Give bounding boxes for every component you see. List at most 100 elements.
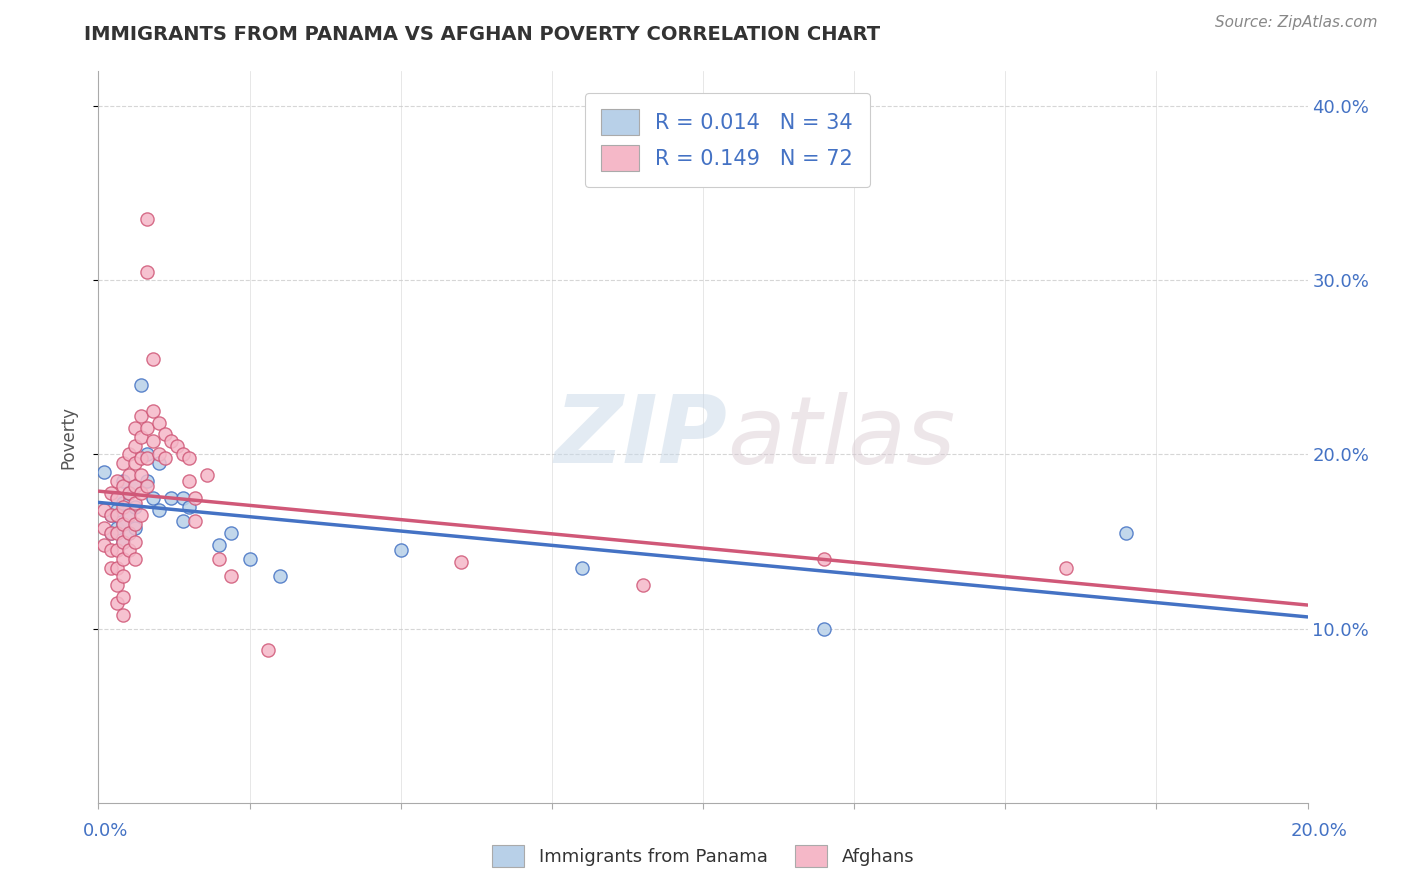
- Point: [111, 456, 134, 470]
- Point: [118, 485, 141, 500]
- Point: [124, 552, 146, 566]
- Point: [124, 534, 146, 549]
- Point: [135, 450, 157, 465]
- Point: [105, 578, 128, 592]
- Text: Source: ZipAtlas.com: Source: ZipAtlas.com: [1215, 15, 1378, 29]
- Point: [100, 525, 122, 540]
- Point: [142, 351, 165, 366]
- Point: [172, 491, 194, 505]
- Point: [111, 569, 134, 583]
- Point: [118, 543, 141, 558]
- Text: 20.0%: 20.0%: [1291, 822, 1347, 839]
- Point: [148, 448, 170, 462]
- Point: [135, 448, 157, 462]
- Point: [221, 569, 243, 583]
- Point: [129, 430, 152, 444]
- Legend: Immigrants from Panama, Afghans: Immigrants from Panama, Afghans: [482, 836, 924, 876]
- Point: [179, 474, 201, 488]
- Point: [631, 578, 654, 592]
- Point: [129, 450, 152, 465]
- Text: IMMIGRANTS FROM PANAMA VS AFGHAN POVERTY CORRELATION CHART: IMMIGRANTS FROM PANAMA VS AFGHAN POVERTY…: [84, 25, 880, 44]
- Point: [111, 534, 134, 549]
- Point: [93, 503, 115, 517]
- Point: [124, 496, 146, 510]
- Point: [153, 426, 176, 441]
- Point: [111, 500, 134, 514]
- Point: [111, 496, 134, 510]
- Point: [111, 517, 134, 532]
- Point: [1054, 560, 1077, 574]
- Point: [813, 622, 835, 636]
- Point: [118, 508, 141, 523]
- Point: [124, 521, 146, 535]
- Point: [111, 552, 134, 566]
- Point: [105, 503, 128, 517]
- Point: [105, 525, 128, 540]
- Point: [129, 377, 152, 392]
- Point: [100, 543, 122, 558]
- Point: [135, 474, 157, 488]
- Point: [100, 485, 122, 500]
- Point: [105, 543, 128, 558]
- Point: [135, 421, 157, 435]
- Point: [184, 491, 207, 505]
- Point: [148, 416, 170, 430]
- Point: [142, 404, 165, 418]
- Text: 0.0%: 0.0%: [83, 822, 128, 839]
- Point: [148, 456, 170, 470]
- Point: [269, 569, 291, 583]
- Point: [160, 491, 183, 505]
- Point: [124, 421, 146, 435]
- Point: [148, 503, 170, 517]
- Point: [111, 591, 134, 605]
- Point: [105, 474, 128, 488]
- Point: [195, 468, 218, 483]
- Point: [124, 456, 146, 470]
- Point: [124, 479, 146, 493]
- Point: [118, 485, 141, 500]
- Point: [160, 434, 183, 448]
- Point: [172, 448, 194, 462]
- Point: [1115, 525, 1137, 540]
- Point: [105, 508, 128, 523]
- Point: [256, 642, 278, 657]
- Point: [813, 552, 835, 566]
- Point: [221, 525, 243, 540]
- Point: [129, 508, 152, 523]
- Point: [124, 479, 146, 493]
- Text: ZIP: ZIP: [554, 391, 727, 483]
- Point: [179, 500, 201, 514]
- Point: [124, 517, 146, 532]
- Point: [208, 538, 231, 552]
- Point: [111, 479, 134, 493]
- Point: [142, 491, 165, 505]
- Point: [124, 439, 146, 453]
- Point: [93, 538, 115, 552]
- Point: [111, 474, 134, 488]
- Point: [208, 552, 231, 566]
- Point: [389, 543, 412, 558]
- Point: [93, 521, 115, 535]
- Point: [100, 560, 122, 574]
- Point: [118, 525, 141, 540]
- Point: [105, 521, 128, 535]
- Legend: R = 0.014   N = 34, R = 0.149   N = 72: R = 0.014 N = 34, R = 0.149 N = 72: [585, 93, 870, 187]
- Point: [105, 595, 128, 609]
- Point: [172, 514, 194, 528]
- Point: [135, 265, 157, 279]
- Point: [111, 607, 134, 622]
- Point: [153, 450, 176, 465]
- Point: [135, 479, 157, 493]
- Point: [450, 556, 472, 570]
- Point: [111, 534, 134, 549]
- Point: [118, 525, 141, 540]
- Point: [118, 448, 141, 462]
- Point: [142, 434, 165, 448]
- Point: [129, 468, 152, 483]
- Point: [239, 552, 262, 566]
- Point: [124, 500, 146, 514]
- Point: [105, 560, 128, 574]
- Point: [166, 439, 188, 453]
- Point: [93, 465, 115, 479]
- Point: [105, 491, 128, 505]
